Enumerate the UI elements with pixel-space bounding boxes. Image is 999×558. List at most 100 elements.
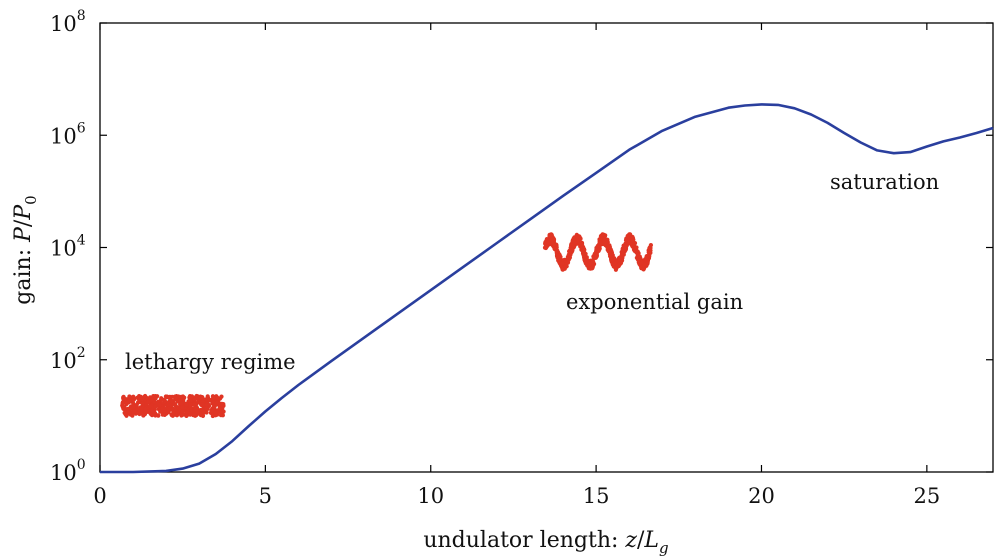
beam-particle <box>139 395 143 399</box>
beam-particle <box>588 267 592 271</box>
beam-particle <box>634 245 638 249</box>
beam-particle <box>550 237 554 241</box>
beam-particle <box>216 396 220 400</box>
beam-particle <box>162 412 166 416</box>
y-tick-label: 106 <box>50 120 86 148</box>
beam-particle <box>173 402 177 406</box>
x-tick-label: 15 <box>583 484 610 508</box>
beam-particle <box>131 401 135 405</box>
beam-particle <box>618 262 622 266</box>
beam-particle <box>207 398 211 402</box>
beam-particle <box>546 241 550 245</box>
beam-particle <box>610 258 614 262</box>
beam-particle <box>153 411 157 415</box>
beam-particle <box>192 413 196 417</box>
beam-particle <box>544 246 548 250</box>
beam-particle <box>612 261 616 265</box>
beam-particle <box>180 409 184 413</box>
beam-particle <box>146 400 150 404</box>
beam-particle <box>151 397 155 401</box>
beam-particle <box>127 394 131 398</box>
beam-particle <box>570 247 574 251</box>
x-axis-label: undulator length: z/Lg <box>423 528 668 557</box>
beam-particle <box>620 250 624 254</box>
beam-particle <box>581 252 585 256</box>
beam-particle <box>185 410 189 414</box>
beam-particle <box>182 396 186 400</box>
beam-particle <box>564 265 568 269</box>
beam-particle <box>580 242 584 246</box>
beam-particle <box>162 398 166 402</box>
y-tick-label: 104 <box>50 233 86 261</box>
beam-particle <box>158 410 162 414</box>
beam-particle <box>218 410 222 414</box>
beam-particle <box>200 395 204 399</box>
beam-particle <box>192 402 196 406</box>
beam-particle <box>185 403 189 407</box>
beam-particle <box>602 233 606 237</box>
beam-particle <box>624 238 628 242</box>
beam-particle <box>143 407 147 411</box>
beam-particle <box>196 400 200 404</box>
beam-particle <box>623 244 627 248</box>
annotation-lethargy-regime: lethargy regime <box>125 350 296 374</box>
beam-particle <box>607 243 611 247</box>
beam-particle <box>630 242 634 246</box>
beam-particle <box>220 402 224 406</box>
beam-particle <box>138 411 142 415</box>
y-tick-label: 100 <box>50 457 86 485</box>
beam-particle <box>599 242 603 246</box>
beam-particle <box>555 250 559 254</box>
beam-particle <box>213 411 217 415</box>
beam-particle <box>550 233 554 237</box>
beam-particle <box>597 249 601 253</box>
beam-particle <box>200 403 204 407</box>
beam-particle <box>132 405 136 409</box>
beam-particle <box>566 258 570 262</box>
y-tick-label: 102 <box>50 345 86 373</box>
beam-particle <box>630 238 634 242</box>
x-axis-ticks: 0 5 10 15 20 25 <box>93 23 940 508</box>
beam-particle <box>153 404 157 408</box>
y-tick-label: 108 <box>50 8 86 36</box>
annotation-exponential-gain: exponential gain <box>566 290 743 314</box>
beam-particle <box>125 401 129 405</box>
beam-particle <box>139 407 143 411</box>
beam-particle <box>188 399 192 403</box>
beam-particle <box>640 261 644 265</box>
beam-particle <box>148 404 152 408</box>
beam-particle <box>560 267 564 271</box>
gain-series-line <box>100 104 993 472</box>
beam-particle <box>123 411 127 415</box>
beam-particle <box>178 398 182 402</box>
beam-particle <box>121 405 125 409</box>
x-tick-label: 25 <box>913 484 940 508</box>
lethargy-beam-inset <box>120 394 226 418</box>
beam-particle <box>618 258 622 262</box>
beam-particle <box>637 254 641 258</box>
beam-particle <box>560 261 564 265</box>
beam-particle <box>212 406 216 410</box>
beam-particle <box>575 234 579 238</box>
exponential-beam-inset <box>543 232 653 272</box>
beam-particle <box>199 413 203 417</box>
beam-particle <box>595 254 599 258</box>
beam-particle <box>588 261 592 265</box>
beam-particle <box>584 261 588 265</box>
beam-particle <box>626 234 630 238</box>
x-tick-label: 20 <box>748 484 775 508</box>
beam-particle <box>141 401 145 405</box>
beam-particle <box>121 400 125 404</box>
beam-particle <box>644 257 648 261</box>
beam-particle <box>648 246 652 250</box>
x-tick-label: 10 <box>417 484 444 508</box>
beam-particle <box>122 395 126 399</box>
x-tick-label: 0 <box>93 484 106 508</box>
beam-particle <box>131 395 135 399</box>
beam-particle <box>166 407 170 411</box>
beam-particle <box>195 394 199 398</box>
annotation-saturation: saturation <box>830 170 939 194</box>
beam-particle <box>557 254 561 258</box>
beam-particle <box>167 395 171 399</box>
